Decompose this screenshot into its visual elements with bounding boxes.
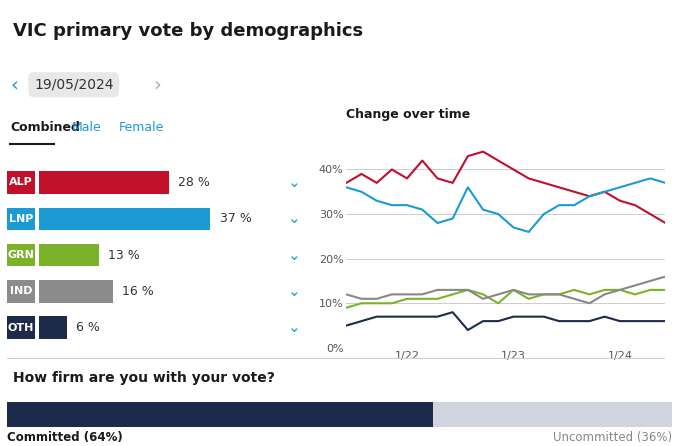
FancyBboxPatch shape — [7, 171, 35, 194]
Text: Committed (64%): Committed (64%) — [7, 430, 122, 444]
FancyBboxPatch shape — [7, 280, 35, 303]
FancyBboxPatch shape — [39, 244, 99, 266]
Text: LNP: LNP — [9, 214, 33, 224]
Text: 19/05/2024: 19/05/2024 — [34, 78, 113, 92]
Text: OTH: OTH — [7, 323, 34, 333]
Text: 37 %: 37 % — [220, 212, 252, 225]
Text: Male: Male — [71, 121, 101, 134]
FancyBboxPatch shape — [7, 244, 35, 266]
FancyBboxPatch shape — [39, 207, 210, 230]
FancyBboxPatch shape — [7, 207, 35, 230]
Text: How firm are you with your vote?: How firm are you with your vote? — [14, 371, 275, 385]
FancyBboxPatch shape — [433, 402, 672, 427]
Text: ⌄: ⌄ — [288, 175, 301, 190]
Text: Female: Female — [119, 121, 164, 134]
Text: Change over time: Change over time — [346, 108, 471, 121]
Text: ⌄: ⌄ — [288, 284, 301, 299]
Text: ›: › — [153, 75, 160, 94]
Text: 6 %: 6 % — [76, 321, 100, 334]
FancyBboxPatch shape — [7, 402, 433, 427]
Text: IND: IND — [10, 286, 32, 297]
Text: 28 %: 28 % — [178, 176, 210, 189]
Text: Uncommitted (36%): Uncommitted (36%) — [553, 430, 672, 444]
Text: ⌄: ⌄ — [288, 211, 301, 226]
FancyBboxPatch shape — [39, 316, 67, 339]
Text: ‹: ‹ — [10, 75, 18, 94]
Text: Combined: Combined — [10, 121, 80, 134]
Text: ⌄: ⌄ — [288, 320, 301, 335]
Text: 13 %: 13 % — [109, 248, 140, 262]
Text: GRN: GRN — [7, 250, 34, 260]
FancyBboxPatch shape — [39, 280, 113, 303]
Text: 16 %: 16 % — [122, 285, 154, 298]
Text: ALP: ALP — [9, 178, 33, 187]
Text: ⌄: ⌄ — [288, 248, 301, 263]
FancyBboxPatch shape — [39, 171, 168, 194]
Text: VIC primary vote by demographics: VIC primary vote by demographics — [14, 22, 363, 40]
FancyBboxPatch shape — [7, 316, 35, 339]
